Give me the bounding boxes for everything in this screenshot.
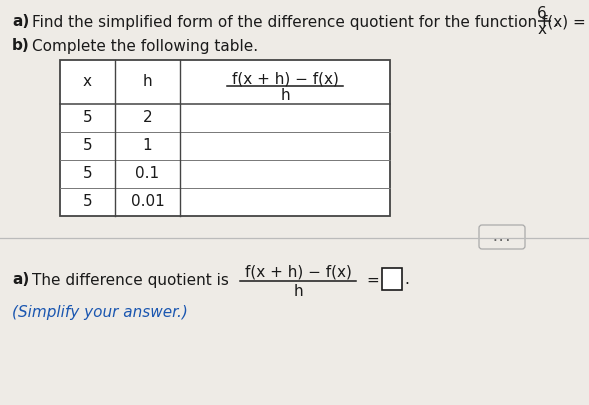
Text: h: h <box>293 284 303 298</box>
Text: f(x + h) − f(x): f(x + h) − f(x) <box>244 264 352 279</box>
Text: .: . <box>553 15 558 30</box>
Text: (Simplify your answer.): (Simplify your answer.) <box>12 305 188 320</box>
Text: x: x <box>538 21 547 36</box>
Text: h: h <box>280 88 290 103</box>
Text: 5: 5 <box>82 194 92 209</box>
Text: x: x <box>83 75 92 90</box>
Text: 5: 5 <box>82 166 92 181</box>
Text: a): a) <box>12 15 29 30</box>
Text: 5: 5 <box>82 139 92 153</box>
Text: Complete the following table.: Complete the following table. <box>32 38 258 53</box>
Text: 1: 1 <box>143 139 153 153</box>
Text: f(x + h) − f(x): f(x + h) − f(x) <box>231 71 339 86</box>
Text: 5: 5 <box>82 111 92 126</box>
Text: b): b) <box>12 38 30 53</box>
Text: .: . <box>404 273 409 288</box>
Text: a): a) <box>12 273 29 288</box>
Text: ...: ... <box>492 233 512 243</box>
Text: 6: 6 <box>537 6 547 21</box>
Text: =: = <box>366 273 379 288</box>
Bar <box>382 268 402 290</box>
Text: 0.01: 0.01 <box>131 194 164 209</box>
Text: h: h <box>143 75 153 90</box>
Text: The difference quotient is: The difference quotient is <box>32 273 229 288</box>
Text: 2: 2 <box>143 111 153 126</box>
Text: Find the simplified form of the difference quotient for the function f(x) =: Find the simplified form of the differen… <box>32 15 585 30</box>
Bar <box>60 60 390 216</box>
FancyBboxPatch shape <box>479 225 525 249</box>
Text: 0.1: 0.1 <box>135 166 160 181</box>
